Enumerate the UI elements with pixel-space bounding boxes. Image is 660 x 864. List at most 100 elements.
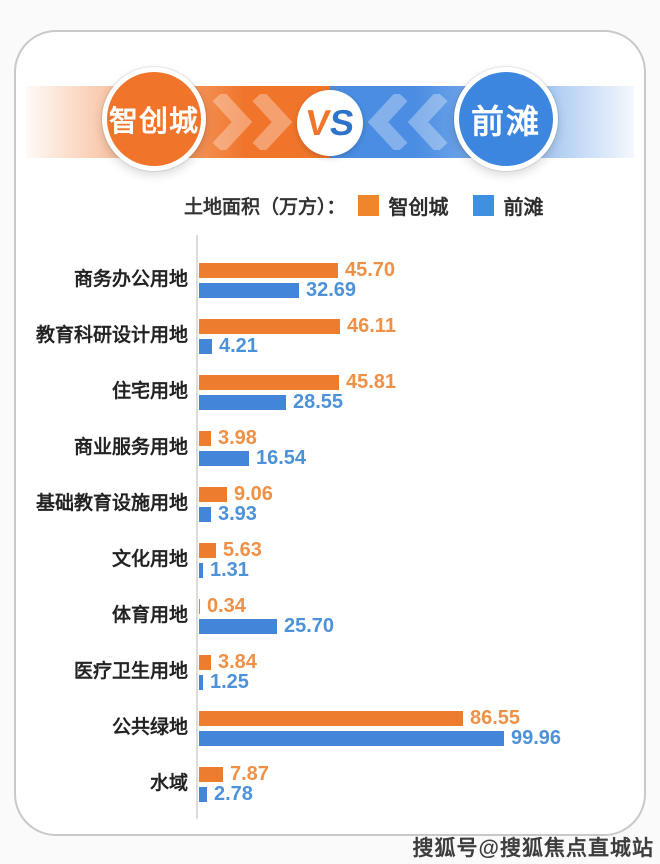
bar-value: 7.87 [230,762,269,785]
bar-value: 16.54 [256,446,307,469]
category-label: 医疗卫生用地 [73,661,188,683]
category-label: 教育科研设计用地 [35,325,188,347]
bar-line: 4.21 [199,335,638,357]
bar-智创城 [199,710,463,726]
legend-swatch-orange [357,194,379,216]
chart-row: 医疗卫生用地 3.84 1.25 [16,644,638,700]
legend-item-zhichuangcheng: 智创城 [357,191,449,220]
category-bars: 45.81 28.55 [199,364,638,420]
category-bars: 86.55 99.96 [199,700,638,756]
bar-前滩 [199,338,212,354]
bar-前滩 [199,618,277,634]
category-bars: 9.06 3.93 [199,476,638,532]
bar-前滩 [199,674,203,690]
chart-legend: 土地面积（万方）： 智创城 前滩 [16,191,644,220]
bar-value: 5.63 [223,538,262,561]
category-label: 基础教育设施用地 [35,493,188,515]
right-badge: 前滩 [454,67,558,171]
bar-line: 9.06 [199,483,638,505]
bar-value: 32.69 [306,278,357,301]
chart-rows: 商务办公用地 45.70 32.69 教育科研设计用地 46.11 4.21 住宅用地 45.… [16,252,638,812]
bar-value: 86.55 [470,706,521,729]
bar-line: 28.55 [199,391,638,413]
category-label: 公共绿地 [111,717,188,739]
bar-line: 2.78 [199,783,638,805]
bar-前滩 [199,450,249,466]
bar-value: 45.70 [345,258,396,281]
bar-前滩 [199,506,211,522]
legend-label: 智创城 [388,196,449,219]
bar-value: 3.93 [218,502,257,525]
bar-line: 16.54 [199,447,638,469]
bar-line: 3.93 [199,503,638,525]
category-bars: 7.87 2.78 [199,756,638,812]
bar-前滩 [199,282,299,298]
bar-value: 28.55 [293,390,344,413]
bar-前滩 [199,730,504,746]
left-badge-label: 智创城 [108,106,199,138]
bar-line: 7.87 [199,763,638,785]
legend-label: 前滩 [503,196,544,219]
category-label: 水域 [149,773,188,795]
bar-智创城 [199,430,211,446]
chart-row: 商业服务用地 3.98 16.54 [16,420,638,476]
bar-value: 2.78 [214,782,253,805]
legend-swatch-blue [472,194,494,216]
bar-智创城 [199,318,340,334]
chart-row: 住宅用地 45.81 28.55 [16,364,638,420]
right-badge-label: 前滩 [471,103,541,140]
watermark: 搜狐号@搜狐焦点直城站 [412,837,654,860]
bar-line: 45.70 [199,259,638,281]
bar-value: 46.11 [347,314,396,337]
bar-line: 86.55 [199,707,638,729]
bar-智创城 [199,654,211,670]
bar-line: 25.70 [199,615,638,637]
bar-line: 1.25 [199,671,638,693]
bar-前滩 [199,562,203,578]
bar-line: 1.31 [199,559,638,581]
category-label: 文化用地 [111,549,188,571]
bar-前滩 [199,786,207,802]
bar-value: 3.98 [218,426,257,449]
chart-row: 教育科研设计用地 46.11 4.21 [16,308,638,364]
bar-value: 25.70 [284,614,335,637]
bar-value: 0.34 [207,594,246,617]
chart-row: 文化用地 5.63 1.31 [16,532,638,588]
bar-value: 99.96 [511,726,562,749]
chart-row: 体育用地 0.34 25.70 [16,588,638,644]
bar-智创城 [199,262,338,278]
chart-row: 商务办公用地 45.70 32.69 [16,252,638,308]
category-label: 商务办公用地 [73,269,188,291]
bar-value: 9.06 [234,482,273,505]
chevron-right-icon [212,94,293,150]
bar-line: 3.84 [199,651,638,673]
bar-chart: 商务办公用地 45.70 32.69 教育科研设计用地 46.11 4.21 住宅用地 45.… [16,235,638,827]
bar-line: 99.96 [199,727,638,749]
category-label: 商业服务用地 [73,437,188,459]
bar-智创城 [199,766,223,782]
category-bars: 5.63 1.31 [199,532,638,588]
category-bars: 45.70 32.69 [199,252,638,308]
legend-title: 土地面积（万方）： [184,196,346,218]
vs-letter-s: S [327,102,357,143]
legend-item-qiantan: 前滩 [472,191,544,220]
bar-前滩 [199,394,286,410]
bar-value: 1.31 [210,558,249,581]
chart-row: 基础教育设施用地 9.06 3.93 [16,476,638,532]
bar-line: 45.81 [199,371,638,393]
y-axis-line [196,235,198,819]
chart-row: 水域 7.87 2.78 [16,756,638,812]
chevron-left-icon [367,94,448,150]
bar-value: 4.21 [219,334,258,357]
bar-line: 46.11 [199,315,638,337]
category-bars: 3.84 1.25 [199,644,638,700]
category-bars: 3.98 16.54 [199,420,638,476]
left-badge: 智创城 [102,67,206,171]
bar-value: 3.84 [218,650,257,673]
bar-value: 45.81 [346,370,397,393]
bar-智创城 [199,542,216,558]
bar-line: 0.34 [199,595,638,617]
category-label: 住宅用地 [111,381,188,403]
